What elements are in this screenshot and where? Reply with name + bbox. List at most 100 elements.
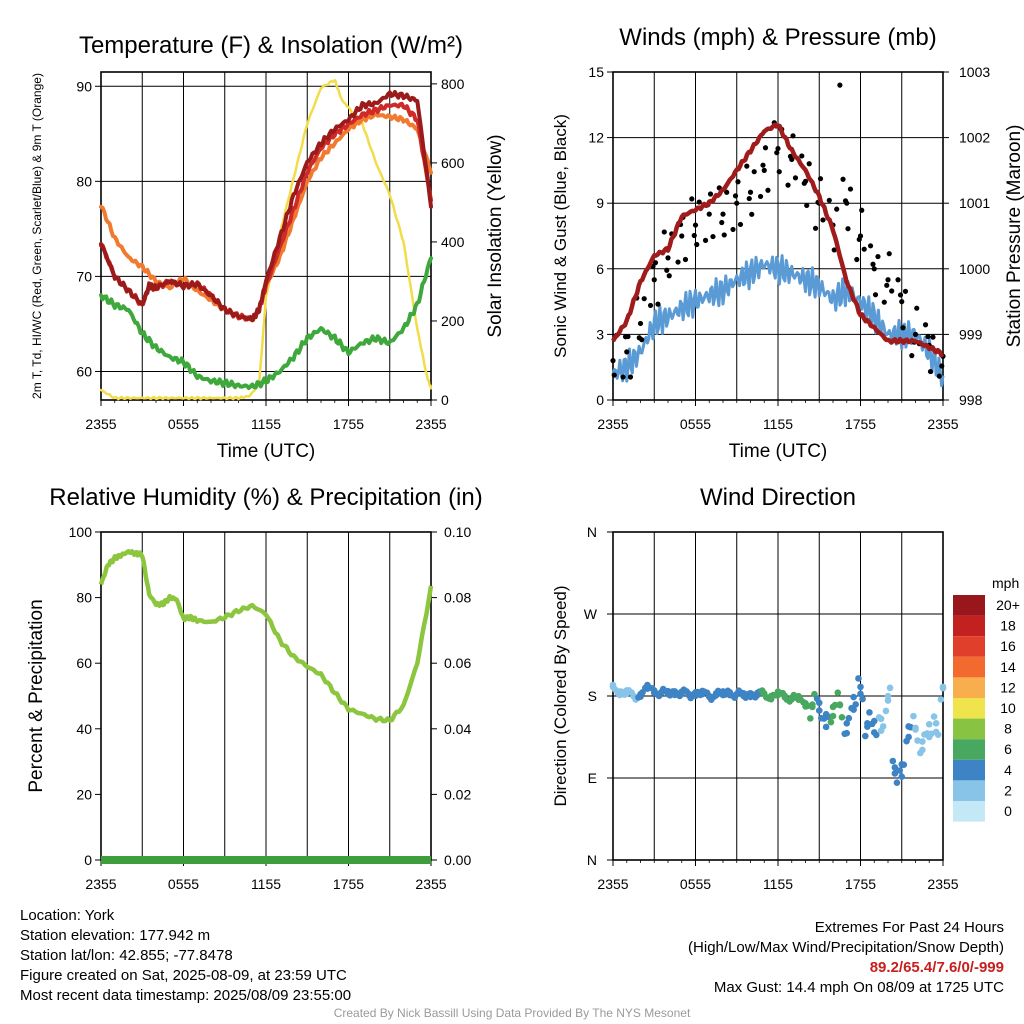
wind-panel-gust-point: [765, 187, 771, 193]
wind-panel-gust-point: [707, 191, 714, 197]
extremes-title: Extremes For Past 24 Hours: [814, 919, 1004, 936]
wind-panel-gust-point: [871, 266, 877, 272]
dir-panel-direction-point: [831, 701, 839, 709]
rh-panel-y2tick-label: 0.02: [444, 786, 471, 802]
dir-panel-direction-point: [862, 732, 869, 740]
wind-panel-gust-point: [751, 169, 757, 175]
wind-panel-gust-point: [691, 232, 697, 239]
wind-panel-gust-point: [730, 226, 736, 233]
wind-panel-gust-point: [639, 337, 645, 343]
wind-panel-y2tick-label: 999: [959, 326, 983, 342]
wind-panel-gust-point: [724, 189, 730, 195]
wind-panel-gust-point: [761, 167, 767, 173]
wind-panel-y2tick-label: 1002: [959, 130, 990, 146]
wind-panel-gust-point: [909, 353, 915, 359]
rh-panel-ytick-label: 20: [76, 786, 92, 802]
dir-panel-xtick-label: 2355: [597, 876, 628, 892]
dir-panel-direction-point: [912, 726, 919, 733]
wind-panel-ytick-label: 15: [588, 64, 604, 80]
dir-panel-direction-point: [834, 689, 842, 696]
wind-panel-wind-line: [611, 254, 945, 388]
legend-label: 6: [1004, 741, 1012, 757]
wind-panel-gust-point: [854, 256, 860, 263]
wind-panel-gust-point: [900, 325, 906, 331]
legend-label: 16: [1000, 638, 1016, 654]
rh-panel-ytick-label: 100: [69, 524, 93, 540]
wind-panel-gust-point: [775, 145, 781, 152]
dir-panel-direction-point: [879, 723, 887, 730]
wind-speed-legend: mph 20+ 18 16 14 12 10 8 6 4 2 0: [953, 575, 1020, 822]
wind-panel-ytick-label: 6: [596, 261, 604, 277]
wind-panel-gust-point: [840, 176, 846, 182]
wind-panel-gust-point: [679, 233, 685, 239]
wind-panel-gust-point: [790, 133, 796, 139]
extremes-subtitle: (High/Low/Max Wind/Precipitation/Snow De…: [688, 939, 1004, 956]
temp-panel-ytick-label: 60: [76, 363, 92, 379]
legend-label: 8: [1004, 721, 1012, 737]
wind-panel-gust-point: [885, 277, 891, 283]
dir-panel-title: Wind Direction: [700, 484, 856, 511]
wind-panel-gust-point: [801, 180, 807, 186]
temperature-insolation-panel: 2355 0555 1155 1755 2355 60 70 80 90 0 200 400 600 80…: [30, 32, 506, 462]
temp-panel-xtick-label: 1155: [251, 416, 281, 432]
wind-panel-gust-point: [817, 176, 824, 182]
dir-panel-direction-point: [843, 729, 851, 737]
wind-panel-title: Winds (mph) & Pressure (mb): [619, 24, 936, 51]
dir-panel-direction-point: [891, 764, 899, 771]
wind-panel-gust-point: [720, 211, 726, 217]
legend-swatch: [953, 677, 985, 698]
legend-swatch: [953, 656, 985, 678]
created-text: Figure created on Sat, 2025-08-09, at 23…: [20, 967, 347, 984]
wind-panel-gust-point: [774, 150, 780, 156]
dir-panel-direction-point: [884, 692, 892, 700]
temp-panel-y2label: Solar Insolation (Yellow): [485, 134, 506, 337]
temp-panel-ytick-label: 80: [76, 173, 92, 189]
dir-panel-direction-point: [893, 779, 901, 786]
wind-panel-gust-point: [867, 243, 874, 249]
wind-panel-gust-point: [666, 273, 672, 279]
wind-panel-gust-point: [939, 363, 945, 369]
rh-panel-xtick-label: 1155: [251, 876, 281, 892]
wind-panel-gust-point: [624, 349, 630, 355]
wind-panel-gust-point: [884, 282, 890, 288]
wind-panel-gust-point: [664, 267, 670, 273]
temp-panel-y2tick-label: 600: [441, 155, 465, 171]
wind-panel-y2tick-label: 1000: [959, 261, 990, 277]
wind-panel-gust-point: [760, 162, 766, 168]
dir-panel-xtick-label: 2355: [927, 876, 958, 892]
dir-panel-direction-point: [827, 718, 835, 726]
wind-panel-xlabel: Time (UTC): [729, 441, 828, 462]
dir-panel-direction-point: [852, 701, 859, 708]
wind-panel-ytick-label: 0: [596, 392, 604, 408]
wind-panel-gust-point: [847, 186, 854, 192]
wind-panel-gust-point: [842, 198, 849, 204]
dir-panel-direction-point: [807, 715, 814, 722]
dir-panel-direction-point: [857, 690, 864, 698]
recent-text: Most recent data timestamp: 2025/08/09 2…: [20, 987, 352, 1004]
dir-panel-direction-point: [824, 713, 832, 721]
wind-panel-gust-point: [856, 236, 862, 243]
dir-panel-direction-point: [857, 683, 864, 691]
temp-panel-ytick-label: 90: [76, 78, 92, 94]
rh-panel-y2tick-label: 0.06: [444, 655, 471, 671]
rh-panel-xtick-label: 2355: [415, 876, 446, 892]
dir-panel-direction-point: [919, 746, 926, 754]
dir-panel-direction-point: [910, 712, 917, 720]
wind-panel-gust-point: [757, 193, 764, 200]
legend-swatch: [953, 780, 985, 801]
wind-panel-gust-point: [746, 195, 752, 202]
dir-panel-direction-point: [855, 675, 862, 682]
legend-swatch: [953, 759, 985, 781]
wind-panel-y2label: Station Pressure (Maroon): [1004, 125, 1024, 348]
rh-panel-xtick-label: 0555: [168, 876, 199, 892]
dir-panel-direction-point: [930, 713, 938, 720]
wind-panel-gust-point: [922, 322, 929, 328]
temp-panel-title: Temperature (F) & Insolation (W/m²): [79, 32, 463, 59]
wind-panel-gust-point: [706, 211, 712, 217]
temp-panel-series-line-3: [99, 90, 433, 323]
temp-panel-xtick-label: 2355: [85, 416, 116, 432]
legend-swatch: [953, 636, 985, 657]
wind-panel-gust-point: [721, 232, 727, 238]
wind-panel-gust-point: [861, 246, 867, 252]
